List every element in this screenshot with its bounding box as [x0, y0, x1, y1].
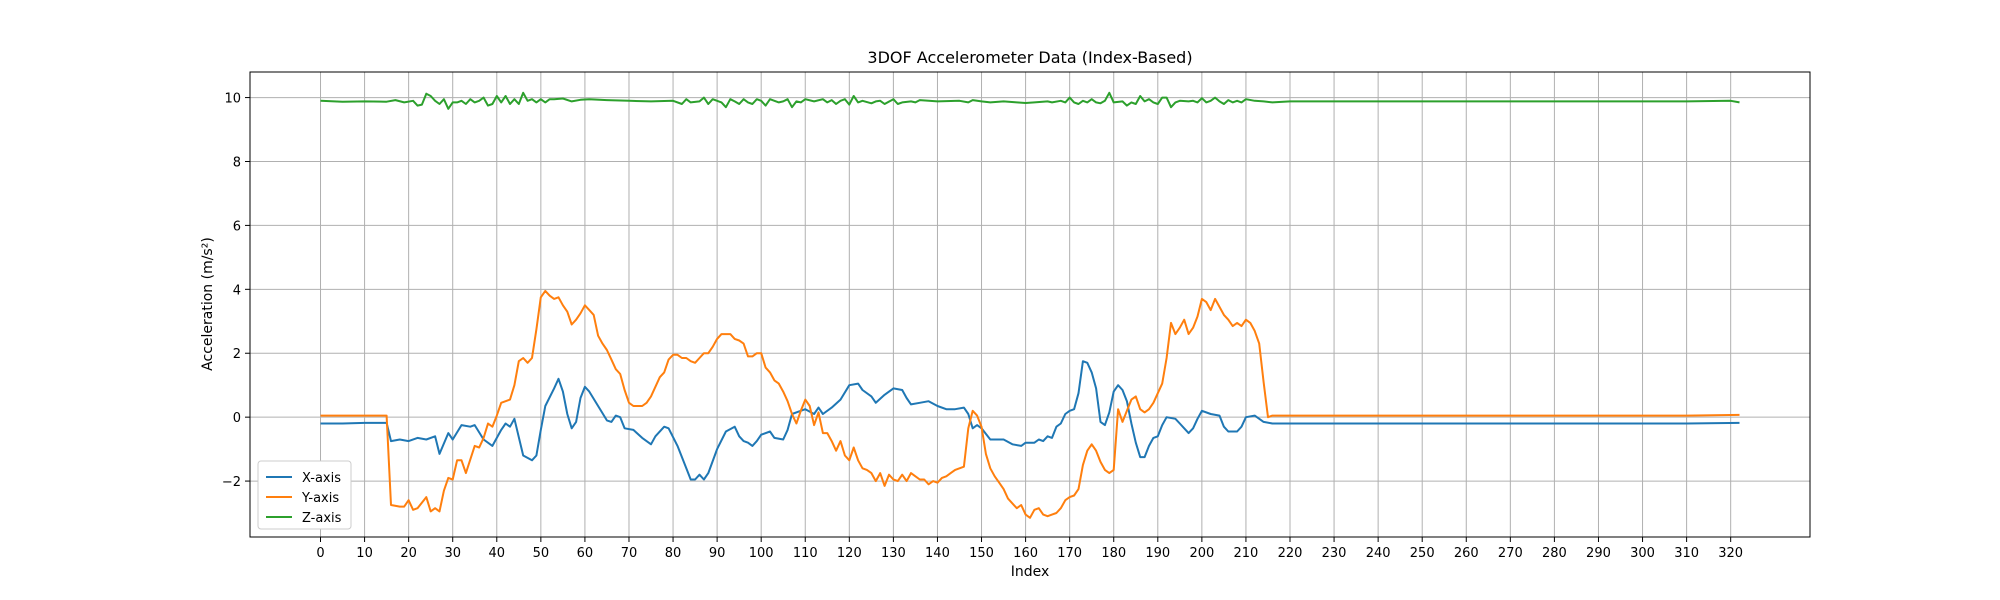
x-tick-label: 90	[709, 546, 726, 561]
grid-lines	[250, 72, 1810, 537]
x-tick-label: 280	[1542, 546, 1567, 561]
y-tick-label: 8	[233, 155, 241, 170]
x-tick-label: 300	[1630, 546, 1655, 561]
y-axis-label: Acceleration (m/s²)	[200, 237, 216, 371]
legend-label: Y-axis	[301, 491, 339, 506]
x-tick-label: 310	[1674, 546, 1699, 561]
x-tick-label: 60	[577, 546, 594, 561]
x-tick-label: 250	[1410, 546, 1435, 561]
y-tick-label: 0	[233, 411, 241, 426]
y-tick-label: −2	[222, 475, 241, 490]
x-tick-label: 50	[533, 546, 550, 561]
x-tick-label: 170	[1057, 546, 1082, 561]
legend-items: X-axis Y-axis Z-axis	[266, 471, 342, 526]
x-tick-label: 210	[1234, 546, 1259, 561]
x-tick-label: 110	[793, 546, 818, 561]
plot-frame	[249, 71, 1811, 538]
x-tick-label: 0	[316, 546, 324, 561]
y-tick-label: 10	[224, 92, 241, 107]
x-tick-label: 120	[837, 546, 862, 561]
x-tick-label: 270	[1498, 546, 1523, 561]
x-tick-label: 160	[1013, 546, 1038, 561]
x-tick-label: 180	[1101, 546, 1126, 561]
legend-label: X-axis	[302, 471, 341, 486]
x-axis-label: Index	[1011, 564, 1050, 580]
x-axis-ticks: 0 10 20 30 40 50 60 70 80 90 100 110 120 130 140 150 160…	[316, 537, 1743, 561]
series-line-3	[320, 91, 1740, 110]
x-tick-label: 20	[400, 546, 417, 561]
legend: X-axis Y-axis Z-axis	[257, 460, 352, 530]
y-tick-label: 4	[233, 283, 241, 298]
x-tick-label: 240	[1366, 546, 1391, 561]
y-axis-ticks: −2 0 2 4 6 8 10	[222, 92, 250, 490]
chart-title: 3DOF Accelerometer Data (Index-Based)	[867, 48, 1192, 67]
x-tick-label: 220	[1278, 546, 1303, 561]
x-tick-label: 150	[969, 546, 994, 561]
x-tick-label: 130	[881, 546, 906, 561]
x-tick-label: 100	[749, 546, 774, 561]
y-tick-label: 6	[233, 219, 241, 234]
x-tick-label: 140	[925, 546, 950, 561]
x-tick-label: 230	[1322, 546, 1347, 561]
legend-label: Z-axis	[302, 511, 342, 526]
x-tick-label: 260	[1454, 546, 1479, 561]
x-tick-label: 70	[621, 546, 638, 561]
x-tick-label: 40	[489, 546, 506, 561]
x-tick-label: 190	[1145, 546, 1170, 561]
series-lines	[320, 91, 1740, 519]
x-tick-label: 290	[1586, 546, 1611, 561]
series-line-1	[320, 360, 1740, 481]
series-line-2	[320, 289, 1740, 519]
x-tick-label: 80	[665, 546, 682, 561]
x-tick-label: 10	[356, 546, 373, 561]
y-tick-label: 2	[233, 347, 241, 362]
x-tick-label: 200	[1189, 546, 1214, 561]
x-tick-label: 30	[444, 546, 461, 561]
x-tick-label: 320	[1718, 546, 1743, 561]
